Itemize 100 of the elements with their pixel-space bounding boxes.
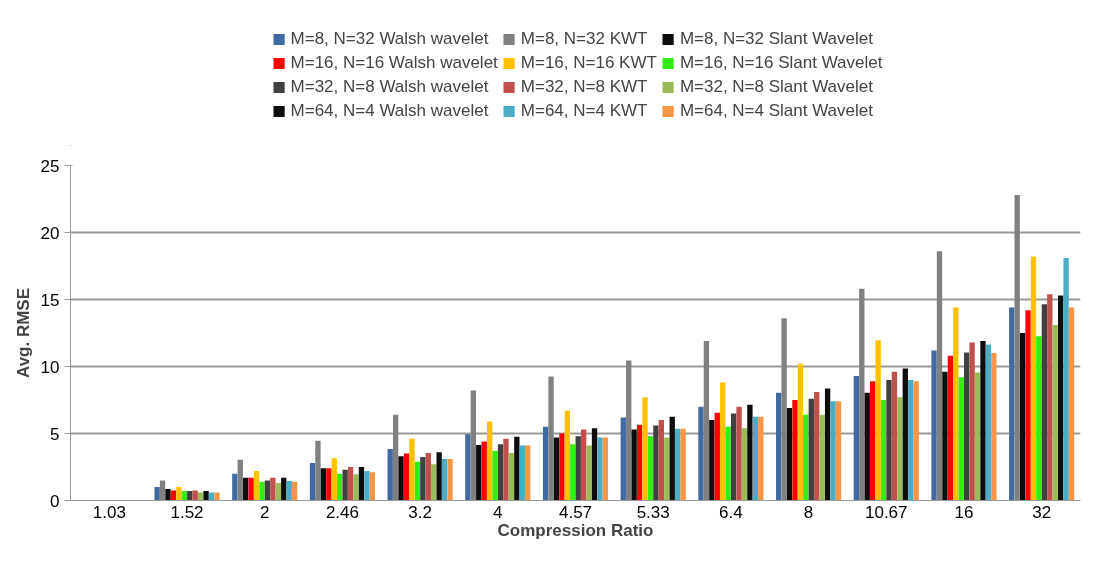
bar bbox=[636, 424, 643, 501]
bar bbox=[564, 410, 571, 501]
bar bbox=[741, 428, 748, 501]
bar bbox=[908, 379, 914, 501]
bar bbox=[514, 436, 520, 501]
y-tick-label: 5 bbox=[50, 424, 60, 444]
bar bbox=[275, 483, 281, 501]
legend-label: M=64, N=4 KWT bbox=[520, 101, 648, 121]
bar bbox=[409, 438, 415, 501]
bar bbox=[985, 344, 992, 501]
bar bbox=[586, 445, 592, 501]
x-tick-label: 32 bbox=[1032, 502, 1052, 522]
bar bbox=[181, 491, 187, 501]
x-tick-label: 5.33 bbox=[636, 502, 670, 522]
bar bbox=[1030, 256, 1037, 501]
bar bbox=[781, 318, 787, 501]
legend-label: M=64, N=4 Walsh wavelet bbox=[290, 101, 489, 121]
x-tick-label: 2.46 bbox=[325, 502, 359, 522]
bar bbox=[819, 414, 825, 501]
legend-label: M=32, N=8 Walsh wavelet bbox=[290, 77, 489, 97]
bar bbox=[653, 425, 659, 501]
bar bbox=[243, 477, 249, 501]
bar bbox=[1025, 310, 1031, 501]
bar bbox=[626, 360, 632, 501]
bar bbox=[859, 288, 865, 501]
bar bbox=[880, 400, 887, 501]
x-tick-label: 1.52 bbox=[170, 502, 204, 522]
legend-label: M=16, N=16 Slant Wavelet bbox=[679, 53, 883, 73]
bar bbox=[503, 438, 509, 501]
x-tick-label: 16 bbox=[954, 502, 974, 522]
x-tick-label: 2 bbox=[260, 502, 270, 522]
bar bbox=[476, 444, 482, 501]
bar bbox=[203, 491, 209, 501]
bar bbox=[1047, 294, 1053, 501]
bar bbox=[447, 458, 453, 501]
bar bbox=[1058, 295, 1064, 501]
bar bbox=[197, 492, 204, 501]
bar bbox=[358, 467, 365, 501]
y-axis-title: Avg. RMSE bbox=[13, 287, 33, 379]
bar bbox=[864, 392, 870, 501]
bar bbox=[281, 477, 287, 501]
bar bbox=[342, 469, 348, 501]
bar bbox=[347, 467, 354, 501]
bar bbox=[291, 481, 298, 501]
bar bbox=[154, 487, 160, 501]
x-tick-label: 10.67 bbox=[865, 502, 908, 522]
bar bbox=[170, 490, 177, 501]
y-tick-label: 25 bbox=[40, 156, 60, 176]
x-tick-label: 1.03 bbox=[92, 502, 126, 522]
bar bbox=[492, 450, 498, 501]
bar bbox=[642, 397, 648, 501]
bar bbox=[725, 426, 731, 501]
bar bbox=[369, 472, 375, 501]
bar bbox=[286, 481, 292, 501]
bar bbox=[364, 471, 370, 501]
bar bbox=[703, 341, 710, 501]
bar bbox=[187, 491, 193, 501]
bar bbox=[315, 440, 321, 501]
bar bbox=[1019, 333, 1026, 501]
bar bbox=[974, 372, 981, 501]
bar bbox=[570, 444, 576, 501]
bar bbox=[580, 429, 587, 501]
bar bbox=[602, 437, 609, 501]
bar bbox=[470, 390, 476, 501]
bar bbox=[575, 436, 581, 501]
bar bbox=[658, 420, 665, 501]
x-tick-label: 3.2 bbox=[408, 502, 432, 522]
bar bbox=[403, 453, 410, 501]
bar bbox=[441, 458, 448, 501]
bar bbox=[331, 458, 337, 501]
bar bbox=[720, 382, 726, 501]
bar bbox=[891, 371, 898, 501]
bar bbox=[392, 414, 399, 501]
bar bbox=[964, 352, 970, 501]
legend-label: M=32, N=8 KWT bbox=[520, 77, 648, 97]
bar bbox=[497, 444, 504, 501]
bar bbox=[248, 477, 254, 501]
bar bbox=[953, 307, 959, 501]
bar bbox=[803, 414, 809, 501]
bar bbox=[1036, 336, 1042, 501]
x-tick-label: 6.4 bbox=[719, 502, 743, 522]
bar bbox=[730, 413, 737, 501]
bar bbox=[980, 341, 986, 501]
bar bbox=[969, 342, 975, 501]
bar bbox=[698, 406, 704, 501]
bar bbox=[824, 388, 831, 501]
bar bbox=[958, 377, 964, 501]
bar bbox=[776, 392, 782, 501]
bar bbox=[1009, 307, 1015, 501]
bar bbox=[387, 448, 393, 501]
bar bbox=[747, 404, 753, 501]
y-tick-label: 0 bbox=[50, 491, 60, 511]
x-tick-label: 4 bbox=[493, 502, 503, 522]
legend-label: M=8, N=32 Slant Wavelet bbox=[679, 29, 873, 49]
bar bbox=[486, 421, 493, 501]
bar bbox=[1041, 304, 1048, 501]
bar bbox=[792, 400, 798, 501]
bar bbox=[936, 251, 943, 501]
legend-label: M=8, N=32 Walsh wavelet bbox=[290, 29, 489, 49]
bar bbox=[786, 408, 793, 501]
